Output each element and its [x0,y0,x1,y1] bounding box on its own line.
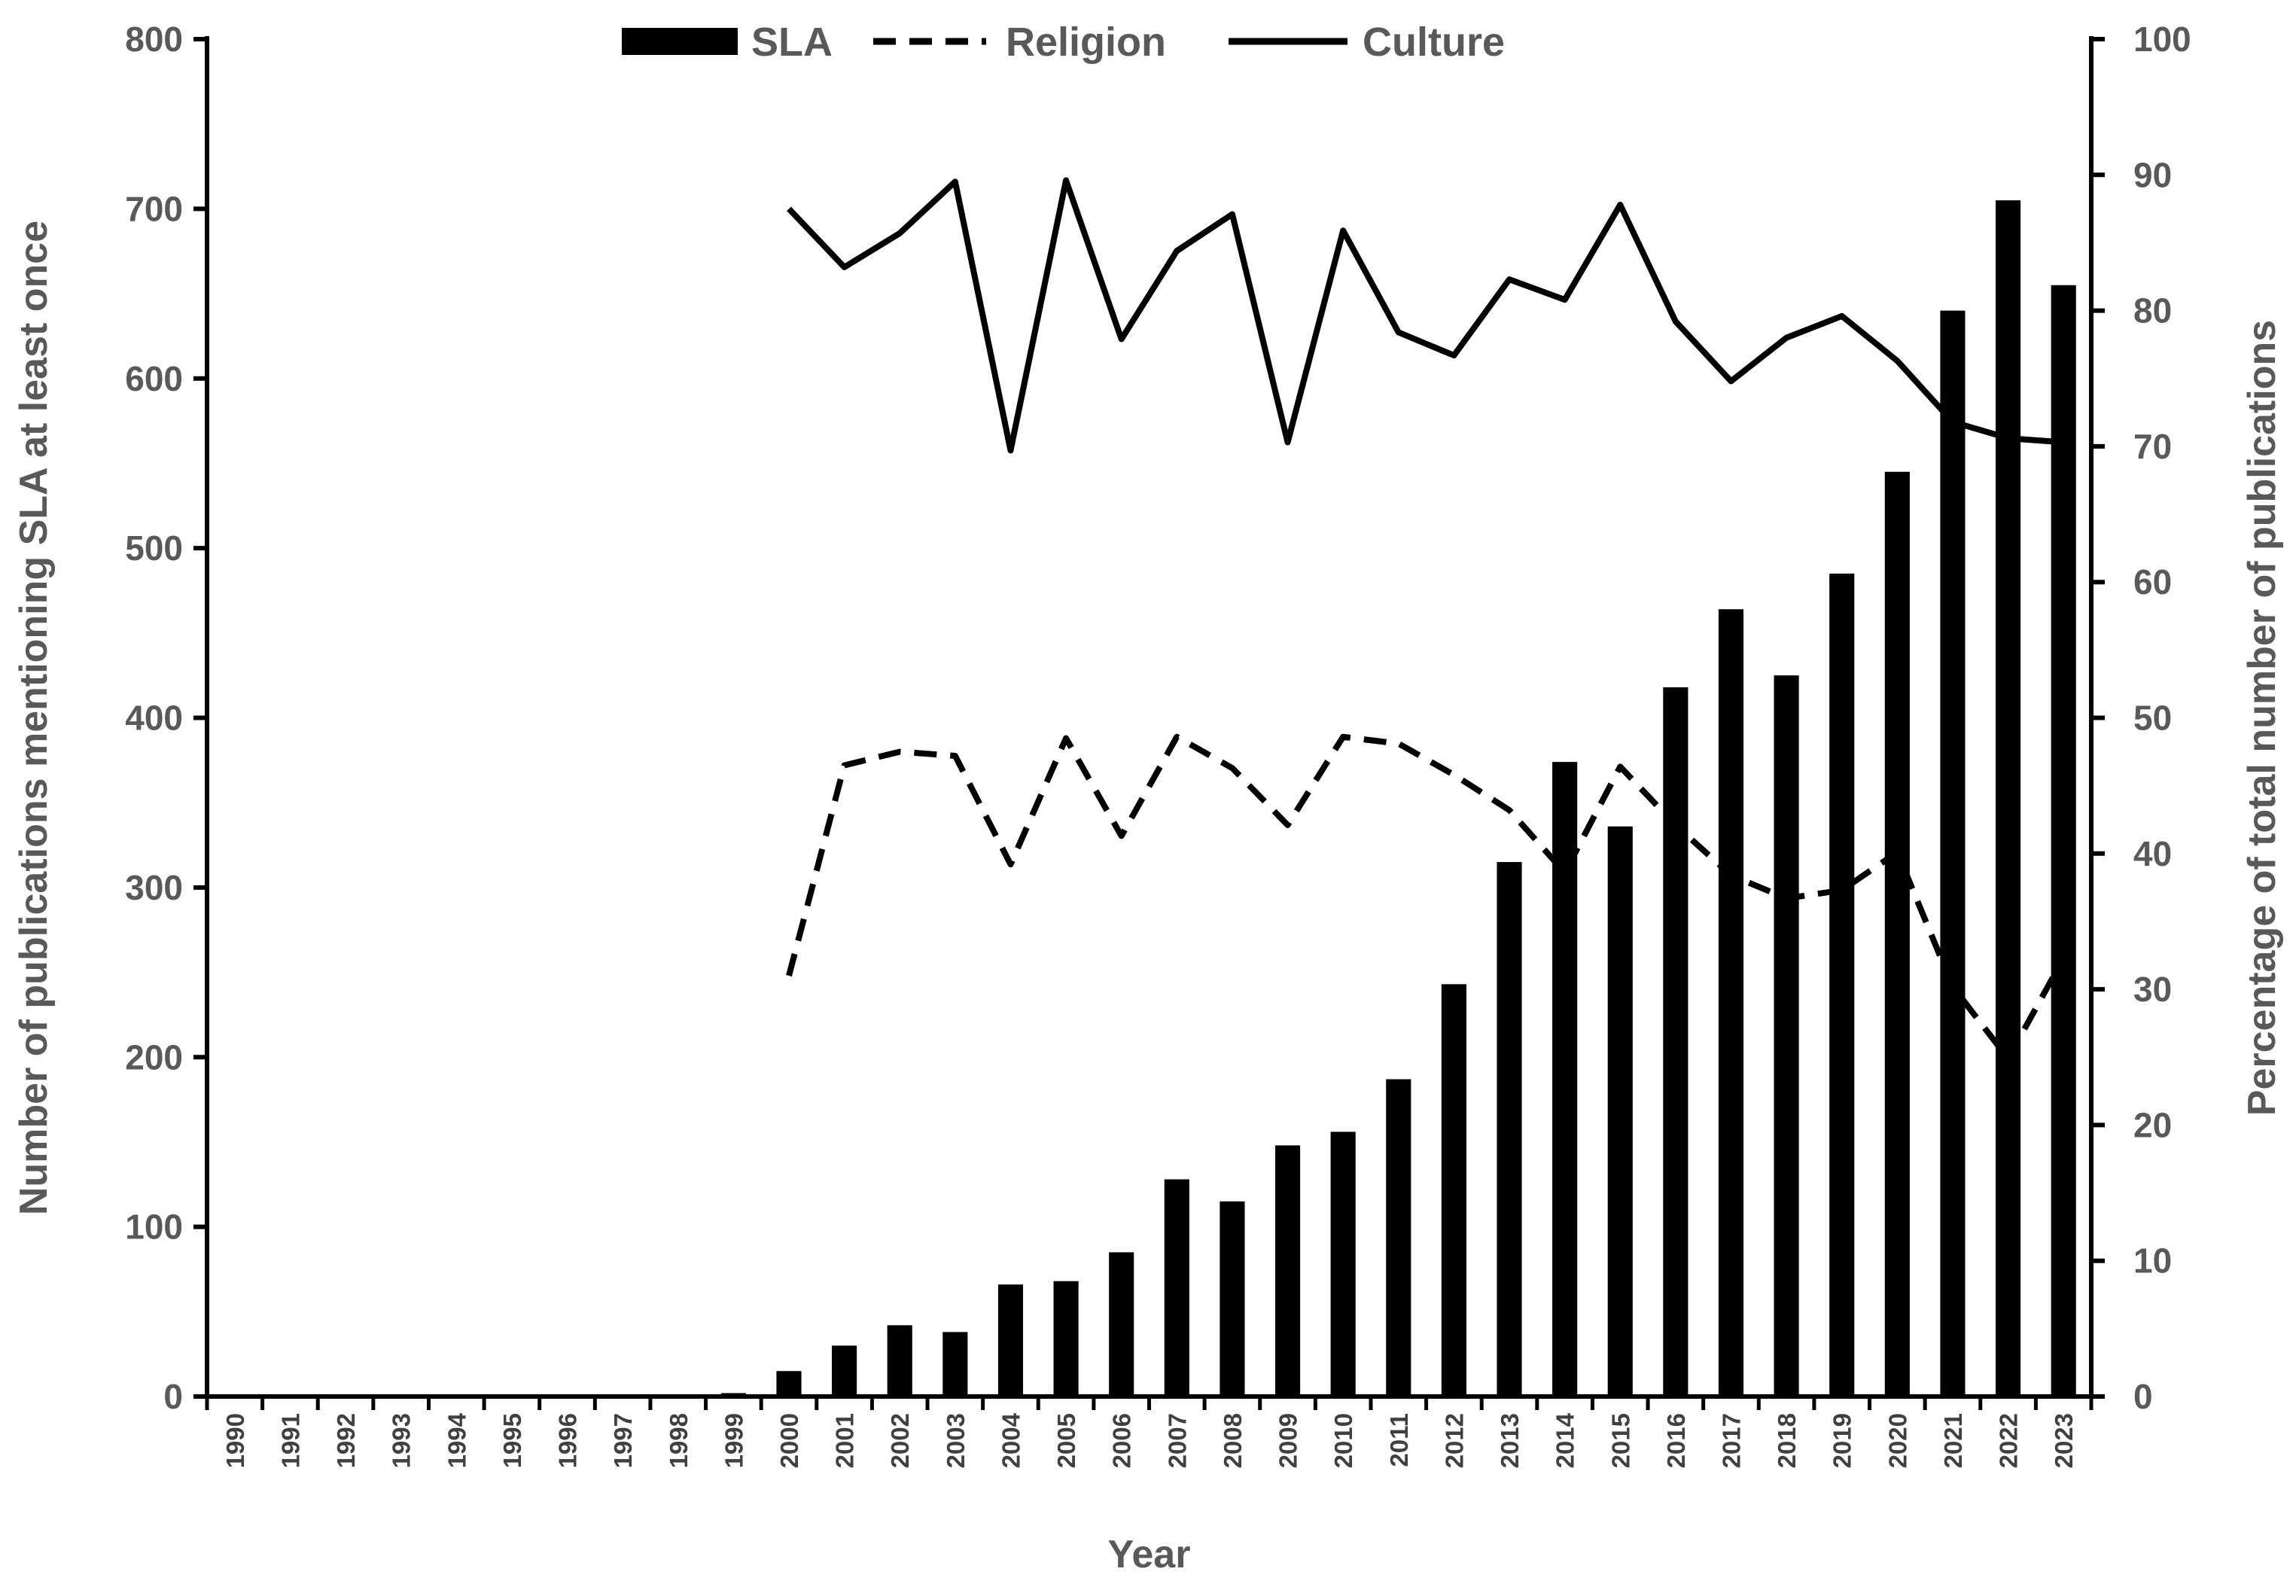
x-tick-label: 2014 [1551,1412,1579,1468]
y-right-tick-label: 80 [2133,291,2172,330]
y-left-tick-label: 500 [125,528,183,568]
x-tick-label: 2000 [775,1413,803,1468]
bar-2021 [1940,310,1966,1397]
x-tick-label: 2007 [1163,1413,1191,1468]
x-tick-label: 2020 [1883,1413,1911,1468]
y-right-tick-label: 60 [2133,562,2172,602]
bar-2015 [1607,826,1633,1396]
x-tick-label: 2021 [1939,1413,1967,1468]
bar-2000 [776,1371,802,1396]
x-tick-label: 1992 [332,1413,360,1468]
x-tick-label: 2010 [1329,1413,1357,1468]
x-axis-title: Year [1108,1533,1191,1576]
y-right-tick-label: 30 [2133,970,2172,1009]
x-tick-label: 2003 [942,1413,970,1468]
bar-2020 [1884,471,1910,1397]
y-right-tick-label: 40 [2133,834,2172,873]
x-tick-label: 1998 [665,1413,693,1468]
legend-sla-label: SLA [751,20,833,65]
bar-2022 [1996,200,2021,1396]
bar-2005 [1053,1281,1079,1396]
y-right-tick-label: 50 [2133,699,2172,738]
y-left-tick-label: 200 [125,1037,183,1077]
x-tick-label: 2006 [1108,1413,1136,1468]
x-tick-label: 1995 [498,1413,526,1468]
x-tick-label: 2023 [2050,1413,2078,1468]
culture-line [787,177,2064,454]
bar-2009 [1274,1145,1301,1396]
x-tick-label: 2005 [1052,1413,1080,1468]
x-tick-label: 2009 [1274,1413,1302,1468]
y-right-tick-label: 20 [2133,1105,2172,1144]
bar-2019 [1829,573,1855,1397]
x-tick-label: 2004 [997,1412,1025,1468]
x-tick-label: 2017 [1717,1413,1745,1468]
x-tick-label: 2019 [1829,1413,1856,1468]
x-tick-label: 2011 [1385,1413,1413,1467]
y-left-tick-label: 100 [125,1208,183,1247]
bar-2002 [887,1325,912,1396]
y-left-tick-label: 300 [125,868,183,907]
x-tick-label: 1999 [720,1413,748,1468]
y-left-tick-label: 600 [125,359,183,398]
bar-2018 [1774,675,1799,1396]
x-tick-label: 2001 [831,1413,859,1468]
bar-2012 [1441,984,1466,1396]
y-axis-right-title: Percentage of total number of publicatio… [2240,320,2284,1116]
bar-2008 [1220,1201,1245,1396]
y-left-tick-label: 400 [125,699,183,738]
x-tick-label: 2013 [1496,1413,1524,1468]
y-right-tick-label: 10 [2133,1241,2172,1281]
bar-2001 [832,1345,857,1396]
bar-2023 [2051,285,2076,1396]
x-tick-label: 1990 [221,1413,249,1468]
x-tick-label: 2012 [1440,1413,1468,1468]
x-tick-label: 2022 [1995,1413,2023,1468]
x-tick-label: 2002 [886,1413,914,1468]
x-tick-label: 1997 [609,1413,637,1468]
bar-2004 [997,1284,1024,1396]
y-left-tick-label: 0 [163,1377,183,1416]
religion-line [786,733,2066,1062]
bar-2007 [1164,1179,1189,1396]
y-axis-left-title: Number of publications mentioning SLA at… [12,221,56,1215]
x-tick-label: 2018 [1773,1413,1801,1468]
bar-2011 [1386,1079,1411,1396]
y-left-tick-label: 700 [125,189,183,228]
axes: 0 100 200 300 400 500 600 700 800 0 10 20 30 40 50 60 70… [12,20,2284,1576]
bar-2010 [1330,1132,1356,1396]
y-right-tick-label: 90 [2133,155,2172,194]
x-tick-label: 2015 [1606,1413,1634,1468]
y-right-tick-label: 0 [2133,1377,2153,1416]
bar-2006 [1109,1252,1134,1396]
bar-2016 [1663,687,1689,1396]
bar-2017 [1718,609,1744,1396]
x-tick-label: 1994 [443,1412,470,1468]
bar-2013 [1497,862,1522,1396]
x-tick-label: 2016 [1662,1413,1690,1468]
x-tick-label: 2008 [1219,1413,1247,1468]
bar-2003 [942,1332,968,1396]
legend-religion-label: Religion [1006,20,1166,65]
legend: SLA Religion Culture [622,20,1505,65]
y-right-tick-label: 70 [2133,427,2172,466]
x-tick-label: 1996 [554,1413,582,1468]
legend-sla-swatch [622,28,738,55]
percentage-lines [786,177,2066,1062]
y-left-tick-label: 800 [125,20,183,59]
legend-culture-label: Culture [1363,20,1505,65]
x-tick-label: 1993 [388,1413,416,1468]
sla-bars [720,200,2076,1397]
x-tick-label: 1991 [276,1413,304,1468]
y-right-tick-label: 100 [2133,20,2191,59]
